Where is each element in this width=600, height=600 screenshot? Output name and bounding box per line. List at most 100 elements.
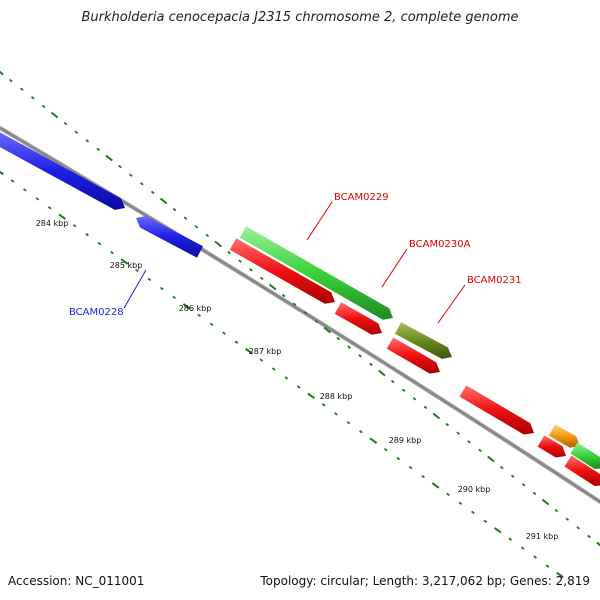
outer-ruler-dot (303, 311, 308, 315)
tick-label: 290 kbp (458, 485, 491, 494)
inner-ruler-dot (85, 233, 89, 237)
inner-ruler-dot (259, 358, 264, 362)
gene-orange-1[interactable] (548, 424, 580, 448)
outer-ruler-dot (63, 121, 68, 126)
inner-ruler-dot (334, 412, 338, 416)
tick-label: 289 kbp (389, 436, 422, 445)
outer-ruler-dot (521, 483, 526, 487)
tick-label: 286 kbp (179, 304, 212, 313)
inner-ruler-dot (346, 421, 351, 425)
outer-ruler-dot (0, 70, 4, 76)
outer-ruler-dot (576, 526, 580, 530)
outer-ruler-dot (85, 139, 90, 143)
outer-ruler-dot (347, 345, 351, 349)
tick-labels: 284 kbp 285 kbp 286 kbp 287 kbp 288 kbp 289 k… (36, 219, 559, 541)
inner-ruler-dot (135, 268, 139, 273)
outer-ruler-dot (596, 541, 600, 547)
inner-ruler-dot (47, 206, 52, 210)
outer-ruler-dot (456, 431, 460, 435)
tick-label: 291 kbp (526, 532, 559, 541)
inner-ruler-dot (556, 571, 564, 579)
gene-red-3[interactable] (386, 337, 440, 374)
inner-ruler-dot (471, 510, 475, 514)
outer-ruler-dot (96, 147, 100, 152)
gene-red-6[interactable] (564, 455, 600, 487)
outer-ruler-dot (378, 369, 386, 377)
inner-ruler-dot (35, 197, 40, 201)
outer-ruler-dot (74, 130, 79, 134)
inner-ruler-dot (369, 437, 378, 444)
inner-ruler-dot (271, 367, 276, 371)
inner-ruler-dot (520, 546, 525, 550)
inner-ruler-dot (284, 376, 289, 380)
inner-ruler-dot (23, 188, 27, 192)
inner-ruler-dot (72, 224, 77, 228)
tick-label: 287 kbp (249, 347, 282, 356)
inner-ruler-dot (446, 492, 450, 497)
outer-ruler-dot (587, 534, 591, 539)
outer-ruler-dot (50, 111, 59, 119)
outer-ruler-dot (336, 336, 340, 341)
inner-ruler-dot (408, 465, 413, 470)
inner-ruler-dot (296, 385, 301, 389)
inner-ruler-dot (120, 258, 129, 265)
outer-ruler-dot (30, 96, 35, 100)
gene-label[interactable]: BCAM0229 (334, 192, 389, 203)
inner-dot-ruler (0, 170, 564, 579)
outer-ruler-dot (467, 440, 471, 444)
inner-ruler-dot (0, 170, 4, 176)
gene-label[interactable]: BCAM0231 (467, 275, 522, 286)
gene-red-1[interactable] (229, 238, 335, 304)
outer-ruler-dot (249, 268, 253, 272)
outer-ruler-dot (445, 422, 450, 427)
inner-ruler-dot (159, 286, 164, 291)
inner-ruler-dot (533, 555, 537, 559)
inner-ruler-dot (245, 347, 253, 355)
outer-ruler-dot (532, 491, 537, 496)
gene-label[interactable]: BCAM0228 (69, 307, 124, 318)
outer-dot-ruler (0, 70, 600, 547)
inner-ruler-dot (321, 403, 326, 407)
gene-bcam0231[interactable] (459, 385, 534, 435)
inner-ruler-dot (421, 474, 425, 479)
outer-ruler-dot (129, 173, 133, 177)
gene-label[interactable]: BCAM0230A (409, 239, 471, 250)
gene-bcam0229[interactable] (239, 226, 393, 320)
gene-red-2[interactable] (334, 302, 382, 335)
outer-ruler-dot (205, 233, 210, 238)
outer-ruler-dot (358, 354, 362, 358)
outer-ruler-dot (412, 397, 417, 401)
outer-ruler-dot (478, 448, 482, 453)
inner-ruler-dot (493, 527, 502, 534)
tick-label: 284 kbp (36, 219, 69, 228)
gene-label-leader (437, 284, 466, 324)
gene-bcam0230a[interactable] (394, 322, 452, 359)
outer-ruler-dot (268, 283, 277, 291)
outer-ruler-dot (432, 412, 441, 420)
outer-ruler-dot (118, 164, 122, 169)
outer-ruler-dot (292, 302, 297, 306)
outer-ruler-dot (9, 78, 13, 83)
map-title: Burkholderia cenocepacia J2315 chromosom… (81, 10, 519, 25)
outer-ruler-dot (541, 498, 550, 506)
outer-ruler-dot (183, 216, 188, 220)
gene-label-leader (123, 269, 147, 309)
inner-ruler-dot (307, 392, 315, 400)
outer-ruler-dot (214, 240, 222, 248)
inner-ruler-dot (197, 313, 201, 317)
gene-features (0, 131, 600, 487)
inner-ruler-dot (222, 331, 226, 335)
gene-red-5[interactable] (537, 435, 566, 458)
inner-ruler-dot (209, 322, 214, 326)
gene-label-leader (306, 201, 333, 241)
gene-bcam0228[interactable] (136, 216, 203, 258)
outer-ruler-dot (20, 87, 24, 91)
outer-ruler-dot (565, 517, 570, 521)
inner-ruler-dot (147, 277, 152, 282)
inner-ruler-dot (172, 295, 177, 300)
outer-ruler-dot (238, 259, 242, 263)
outer-ruler-dot (281, 293, 286, 298)
gene-blue-1[interactable] (0, 131, 125, 210)
gene-green-2[interactable] (570, 442, 600, 470)
outer-ruler-dot (323, 326, 332, 334)
